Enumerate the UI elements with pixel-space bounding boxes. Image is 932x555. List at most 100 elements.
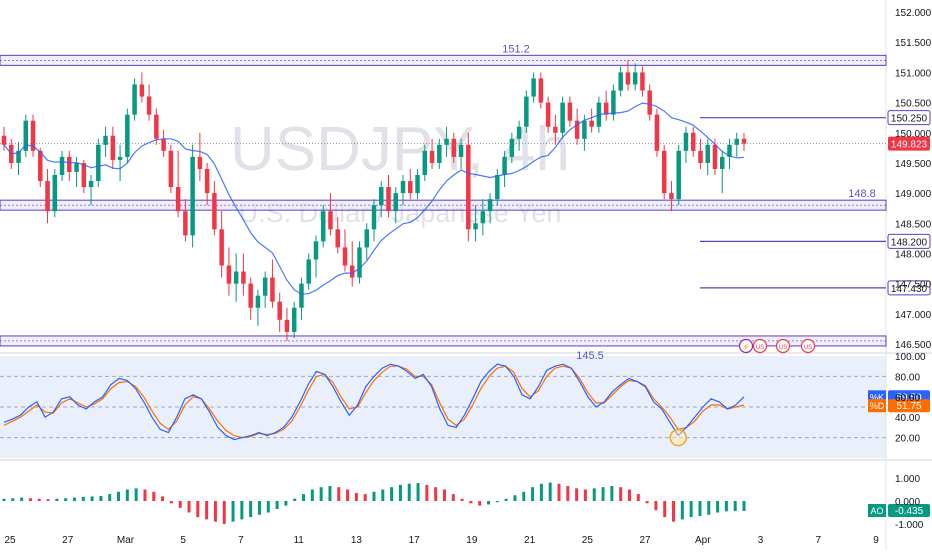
ao-bar bbox=[231, 501, 235, 522]
price-tick-label: 148.500 bbox=[895, 219, 932, 230]
us-flag-icon[interactable]: US bbox=[800, 338, 816, 354]
ao-bar bbox=[672, 501, 676, 522]
candle-body bbox=[444, 138, 449, 145]
candle-body bbox=[320, 211, 326, 242]
candle-body bbox=[277, 301, 282, 320]
price-tick-label: 148.000 bbox=[895, 249, 932, 260]
dividend-icon[interactable]: ⚡ bbox=[738, 338, 754, 354]
candle-body bbox=[553, 126, 558, 133]
price-tick-label: 146.500 bbox=[895, 340, 932, 351]
candle-body bbox=[480, 211, 486, 224]
price-tick-label: 150.000 bbox=[895, 129, 932, 140]
time-tick-label: 5 bbox=[180, 535, 186, 546]
stochastic-tick-label: 100.00 bbox=[895, 352, 926, 363]
time-tick-label: 27 bbox=[640, 535, 652, 546]
candle-body bbox=[415, 175, 420, 194]
candle-body bbox=[719, 156, 725, 169]
ao-bar bbox=[548, 482, 552, 501]
candle-body bbox=[538, 78, 544, 103]
stochastic-k-name: %K bbox=[870, 392, 884, 402]
candle-body bbox=[567, 102, 573, 121]
candle-body bbox=[437, 144, 442, 163]
level-price-tag bbox=[887, 110, 931, 126]
ao-bar bbox=[90, 496, 94, 501]
candle-body bbox=[422, 150, 428, 175]
stochastic-d-tag-name bbox=[868, 399, 886, 413]
candle-body bbox=[669, 193, 674, 200]
candle-body bbox=[618, 72, 623, 91]
ao-bar bbox=[601, 487, 605, 501]
icon-circle bbox=[738, 338, 754, 354]
us-flag-icon[interactable]: US bbox=[775, 338, 791, 354]
ao-bar bbox=[742, 501, 746, 512]
ao-bar bbox=[319, 487, 323, 501]
stochastic-tick-label: 20.00 bbox=[895, 434, 920, 445]
time-tick-label: Mar bbox=[117, 535, 135, 546]
price-tick-label: 149.000 bbox=[895, 189, 932, 200]
candle-body bbox=[255, 295, 261, 308]
ao-bar bbox=[346, 489, 350, 501]
time-tick-label: 25 bbox=[582, 535, 594, 546]
ao-bar bbox=[134, 488, 138, 501]
level-price-label: 150.250 bbox=[891, 114, 928, 125]
ao-bar bbox=[442, 489, 446, 501]
candle-body bbox=[473, 223, 478, 230]
price-tick-label: 147.000 bbox=[895, 310, 932, 321]
candle-body bbox=[574, 120, 580, 139]
ao-bar bbox=[249, 501, 253, 518]
candle-body bbox=[16, 150, 21, 163]
ao-bar bbox=[592, 488, 596, 501]
level-price-label: 148.200 bbox=[891, 237, 928, 248]
candle-body bbox=[45, 181, 50, 212]
ao-bar bbox=[460, 498, 464, 501]
candle-body bbox=[110, 135, 116, 160]
candle-body bbox=[52, 175, 58, 212]
candle-body bbox=[545, 102, 551, 127]
candle-body bbox=[495, 175, 500, 200]
ao-bar bbox=[654, 501, 658, 511]
ao-bar bbox=[619, 487, 623, 501]
moving-average-line bbox=[3, 102, 745, 295]
ao-bar bbox=[152, 491, 156, 501]
ao-bar bbox=[610, 486, 614, 501]
candle-body bbox=[364, 229, 369, 248]
us-flag-icon[interactable]: US bbox=[752, 338, 768, 354]
candle-body bbox=[204, 168, 210, 194]
time-tick-label: 9 bbox=[873, 535, 879, 546]
current-price-tag bbox=[888, 136, 930, 151]
ao-bar bbox=[539, 483, 543, 501]
stochastic-k-line bbox=[3, 363, 745, 441]
candle-body bbox=[313, 241, 319, 260]
candle-body bbox=[291, 307, 297, 332]
ao-bar bbox=[522, 491, 526, 501]
ao-tag-name bbox=[868, 504, 886, 518]
ao-bar bbox=[504, 498, 508, 501]
ao-bar bbox=[99, 495, 103, 501]
candle-body bbox=[335, 229, 340, 248]
axes: 152.000 151.500 151.000 150.500 150.000 149.5… bbox=[4, 8, 931, 546]
candle-body bbox=[393, 193, 399, 212]
level-zone-label: 145.5 bbox=[576, 350, 604, 362]
ao-bar bbox=[487, 501, 491, 505]
stochastic-d-value: 51.75 bbox=[896, 401, 921, 412]
ao-bar bbox=[161, 496, 165, 501]
ao-bar bbox=[398, 484, 402, 501]
candle-body bbox=[690, 132, 696, 151]
candle-body bbox=[81, 162, 87, 188]
ao-tick-label: 1.000 bbox=[895, 474, 920, 485]
ao-bar bbox=[213, 501, 217, 522]
level-zone-label: 151.2 bbox=[502, 43, 530, 55]
stochastic-tick-label: 60.00 bbox=[895, 393, 920, 404]
time-tick-label: 21 bbox=[524, 535, 536, 546]
ao-bar bbox=[372, 491, 376, 501]
candle-body bbox=[400, 181, 406, 194]
candle-body bbox=[466, 144, 471, 230]
stochastic-d-line bbox=[3, 365, 745, 439]
ao-bar bbox=[354, 492, 358, 501]
ao-bar bbox=[469, 501, 473, 504]
stochastic-panel: %K 59.50 %D 51.75 bbox=[0, 363, 930, 447]
price-tick-label: 150.500 bbox=[895, 99, 932, 110]
time-tick-label: 13 bbox=[351, 535, 363, 546]
candle-body bbox=[371, 205, 377, 230]
